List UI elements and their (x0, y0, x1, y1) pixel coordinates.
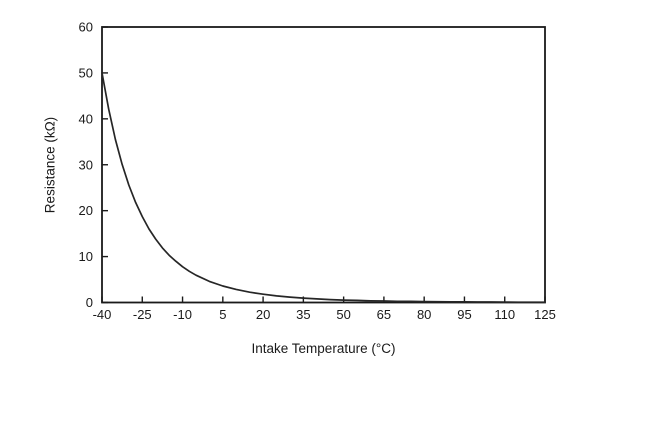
x-axis-title: Intake Temperature (°C) (251, 341, 396, 356)
y-tick-label: 10 (79, 249, 93, 264)
x-tick-label: 110 (494, 307, 515, 322)
x-tick-label: 35 (296, 307, 310, 322)
y-tick-label: 40 (79, 111, 93, 126)
resistance-curve (101, 72, 546, 304)
x-tick-label: 5 (219, 307, 226, 322)
x-axis-ticks: -40 -25 -10 5 20 35 50 65 80 95 110 125 (93, 296, 556, 322)
y-axis-ticks: 0 10 20 30 40 50 60 (79, 20, 108, 310)
x-tick-label: -10 (173, 307, 192, 322)
y-tick-label: 0 (86, 295, 93, 310)
x-tick-label: -25 (133, 307, 152, 322)
y-tick-label: 60 (79, 20, 93, 35)
y-axis-title: Resistance (kΩ) (42, 116, 58, 214)
y-tick-label: 50 (79, 65, 93, 80)
x-tick-label: 125 (534, 307, 556, 322)
y-tick-label: 30 (79, 157, 93, 172)
x-tick-label: -40 (93, 307, 112, 322)
y-tick-label: 20 (79, 203, 93, 218)
x-tick-label: 95 (457, 307, 471, 322)
x-tick-label: 80 (417, 307, 431, 322)
x-tick-label: 20 (256, 307, 270, 322)
x-tick-label: 50 (336, 307, 350, 322)
plot-border (101, 26, 546, 304)
x-tick-label: 65 (377, 307, 391, 322)
